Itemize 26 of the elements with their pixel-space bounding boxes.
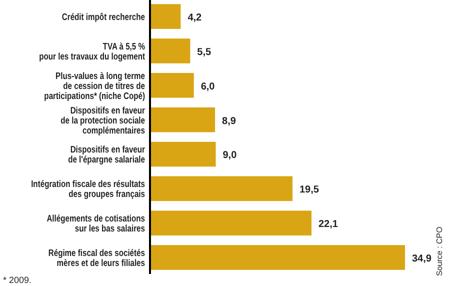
data-label: 34,9 bbox=[412, 253, 432, 264]
data-label: 6,0 bbox=[200, 81, 216, 92]
y-tick-label: Régime fiscal des sociétés mères et de leurs filiales bbox=[48, 247, 146, 268]
bar bbox=[150, 245, 405, 270]
data-label: 19,5 bbox=[299, 184, 320, 196]
source-note: Source : CPO bbox=[435, 226, 444, 276]
y-tick-label: Crédit impôt recherche bbox=[62, 11, 146, 22]
bar bbox=[150, 72, 194, 98]
bar bbox=[150, 142, 216, 167]
bar bbox=[150, 107, 216, 132]
data-label: 22,1 bbox=[318, 219, 338, 230]
bar bbox=[150, 4, 181, 29]
y-tick-label: Plus-values à long terme de cession de titres de participations* (niche Copé) bbox=[44, 70, 146, 102]
data-label: 5,5 bbox=[197, 46, 212, 58]
data-label: 8,9 bbox=[222, 116, 236, 127]
y-tick-label: Intégration fiscale des résultats des groupes français bbox=[31, 178, 146, 200]
y-tick-label: Dispositifs en faveur de l'épargne salariale bbox=[68, 144, 146, 165]
y-tick-label: Dispositifs en faveur de la protection sociale complémentaires bbox=[60, 104, 146, 136]
bar bbox=[150, 210, 312, 236]
data-label: 4,2 bbox=[188, 12, 202, 24]
text: * 2009. bbox=[3, 275, 32, 285]
data-label: 9,0 bbox=[222, 150, 238, 162]
bar bbox=[150, 38, 190, 64]
y-tick-label: TVA à 5,5 % pour les travaux du logement bbox=[39, 40, 146, 62]
y-tick-label: Allégements de cotisations sur les bas salaires bbox=[46, 212, 146, 234]
bar bbox=[150, 176, 292, 202]
